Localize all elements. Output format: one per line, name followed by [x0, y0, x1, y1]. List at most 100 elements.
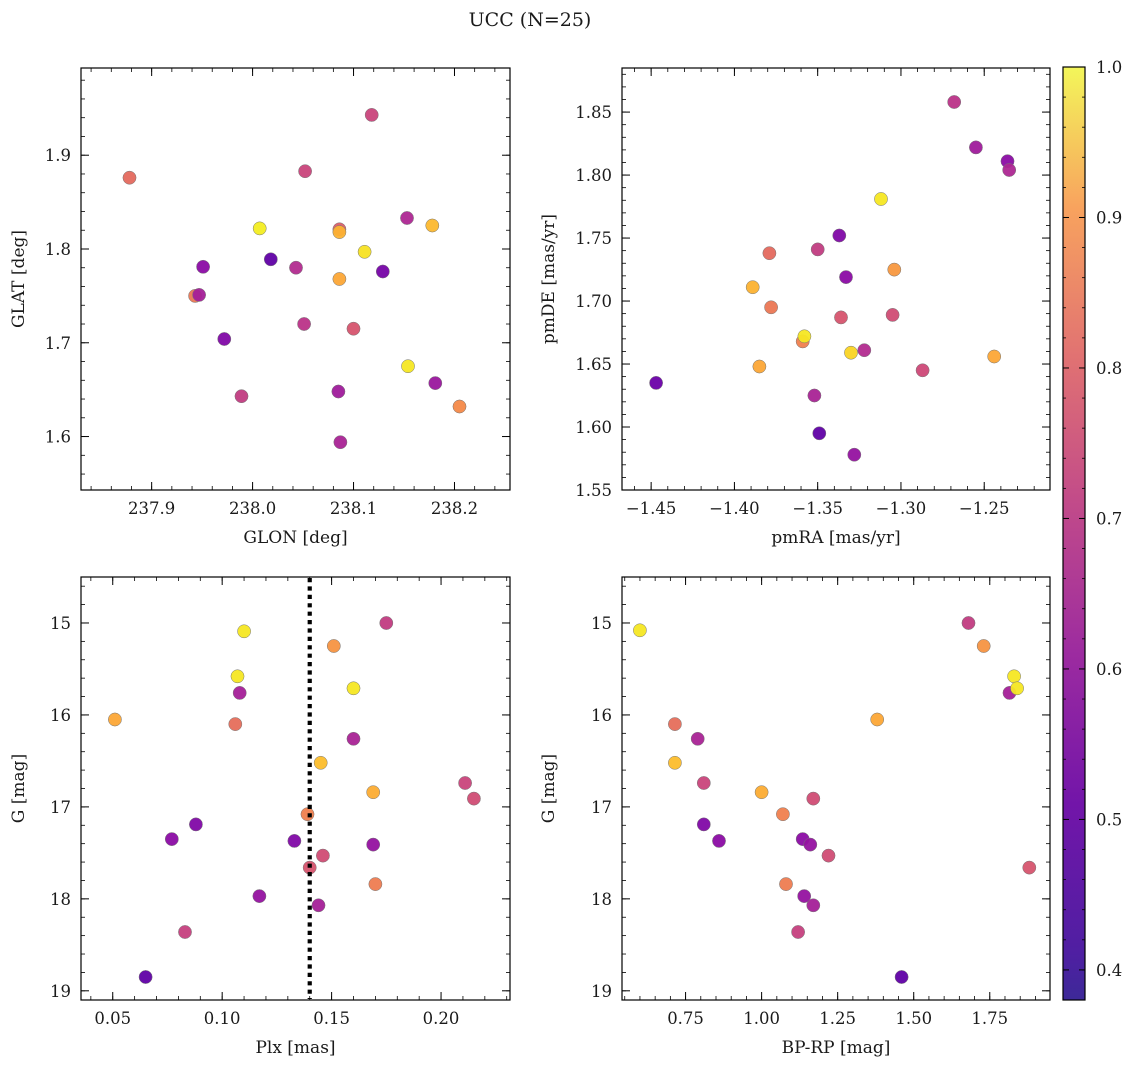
scatter-point — [298, 164, 312, 179]
scatter-point — [847, 447, 862, 462]
scatter-point — [217, 332, 232, 346]
scatter-point — [712, 834, 726, 848]
scatter-point — [122, 170, 137, 185]
scatter-point — [230, 669, 245, 684]
y-tick-label: 1.60 — [575, 418, 612, 437]
scatter-point — [297, 317, 311, 331]
scatter-point — [425, 218, 440, 233]
x-tick-label: 237.9 — [128, 499, 175, 518]
x-tick-label: 1.25 — [819, 1009, 856, 1028]
panel-propermotion: −1.45 −1.40 −1.35 −1.30 −1.25 1.55 1.60 1.65 1.7… — [539, 67, 1051, 548]
x-tick-label: 1.00 — [743, 1009, 780, 1028]
scatter-point — [366, 785, 381, 800]
scatter-point — [1007, 669, 1021, 684]
y-tick-label: 1.6 — [45, 428, 71, 447]
panel-cmd: 0.75 1.00 1.25 1.50 1.75 15 16 17 18 19 BP-RP [mag… — [539, 576, 1051, 1058]
colorbar-tick-label: 0.8 — [1096, 359, 1122, 378]
scatter-point — [313, 755, 328, 770]
scatter-point — [976, 639, 991, 653]
x-axis-label: pmRA [mas/yr] — [771, 528, 900, 548]
scatter-point — [776, 807, 790, 822]
scatter-point — [806, 898, 821, 913]
colorbar-tick-label: 1.0 — [1096, 58, 1122, 77]
x-tick-label: −1.35 — [792, 499, 843, 518]
scatter-point — [844, 345, 858, 360]
scatter-point — [263, 252, 278, 267]
x-tick-label: −1.30 — [876, 499, 927, 518]
figure-title: UCC (N=25) — [469, 9, 592, 31]
x-tick-label: 238.1 — [330, 499, 377, 518]
axes-frame — [621, 67, 1051, 491]
y-tick-label: 18 — [50, 890, 71, 909]
y-tick-label: 1.8 — [45, 240, 71, 259]
x-tick-label: 1.50 — [895, 1009, 932, 1028]
y-tick-label: 1.85 — [575, 103, 612, 122]
scatter-point — [762, 246, 777, 261]
scatter-point — [333, 435, 348, 450]
y-tick-label: 19 — [591, 982, 612, 1001]
scatter-point — [366, 837, 381, 852]
scatter-point — [812, 426, 827, 441]
scatter-point — [311, 898, 326, 913]
scatter-point — [452, 399, 467, 414]
scatter-point — [803, 837, 818, 852]
scatter-point — [379, 616, 394, 630]
scatter-point — [178, 925, 192, 939]
colorbar-tick-label: 0.7 — [1096, 509, 1122, 528]
scatter-point — [400, 211, 414, 225]
scatter-point — [1022, 860, 1037, 875]
scatter-point — [779, 877, 793, 891]
scatter-point — [368, 877, 383, 891]
colorbar: 0.4 0.5 0.6 0.7 0.8 0.9 1.0 — [1062, 58, 1122, 1001]
scatter-point — [316, 848, 330, 863]
y-tick-label: 1.80 — [575, 166, 612, 185]
scatter-point — [885, 308, 900, 322]
scatter-point — [887, 262, 902, 277]
scatter-point — [832, 228, 847, 243]
scatter-point — [834, 310, 848, 325]
scatter-point — [690, 731, 705, 746]
y-tick-label: 1.65 — [575, 355, 612, 374]
scatter-point — [138, 970, 153, 984]
y-tick-label: 17 — [591, 798, 612, 817]
scatter-point — [237, 624, 251, 639]
x-axis-label: GLON [deg] — [243, 528, 347, 548]
y-axis-label: G [mag] — [9, 754, 29, 823]
scatter-point — [754, 785, 769, 800]
scatter-point — [364, 108, 379, 122]
y-tick-label: 1.55 — [575, 481, 612, 500]
scatter-point — [1002, 163, 1017, 177]
scatter-point — [287, 834, 302, 848]
scatter-point — [806, 791, 821, 806]
x-tick-label: 0.10 — [204, 1009, 241, 1028]
scatter-point — [797, 889, 812, 903]
panel-plx-mag: 0.05 0.10 0.15 0.20 15 16 17 18 19 Plx [mas] G [ma… — [9, 576, 511, 1058]
scatter-point — [467, 791, 481, 806]
y-tick-label: 1.7 — [45, 334, 71, 353]
y-tick-label: 1.70 — [575, 292, 612, 311]
scatter-point — [346, 731, 361, 746]
x-tick-label: 0.05 — [94, 1009, 131, 1028]
scatter-point — [915, 363, 930, 378]
scatter-point — [696, 776, 711, 790]
scatter-point — [764, 300, 778, 315]
y-tick-label: 18 — [591, 890, 612, 909]
scatter-point — [234, 389, 249, 404]
colorbar-tick-label: 0.6 — [1096, 660, 1122, 679]
scatter-point — [289, 260, 303, 275]
y-tick-label: 17 — [50, 798, 71, 817]
scatter-point — [252, 889, 267, 903]
x-tick-label: −1.45 — [626, 499, 677, 518]
x-tick-label: 0.75 — [667, 1009, 704, 1028]
y-tick-label: 15 — [591, 614, 612, 633]
scatter-point — [252, 221, 267, 236]
scatter-point — [668, 755, 682, 770]
scatter-point — [401, 359, 415, 374]
scatter-point — [428, 376, 443, 390]
scatter-point — [807, 388, 822, 403]
y-tick-label: 1.9 — [45, 146, 71, 165]
scatter-point — [791, 925, 805, 939]
y-axis-label: GLAT [deg] — [9, 230, 29, 328]
scatter-point — [108, 712, 122, 727]
